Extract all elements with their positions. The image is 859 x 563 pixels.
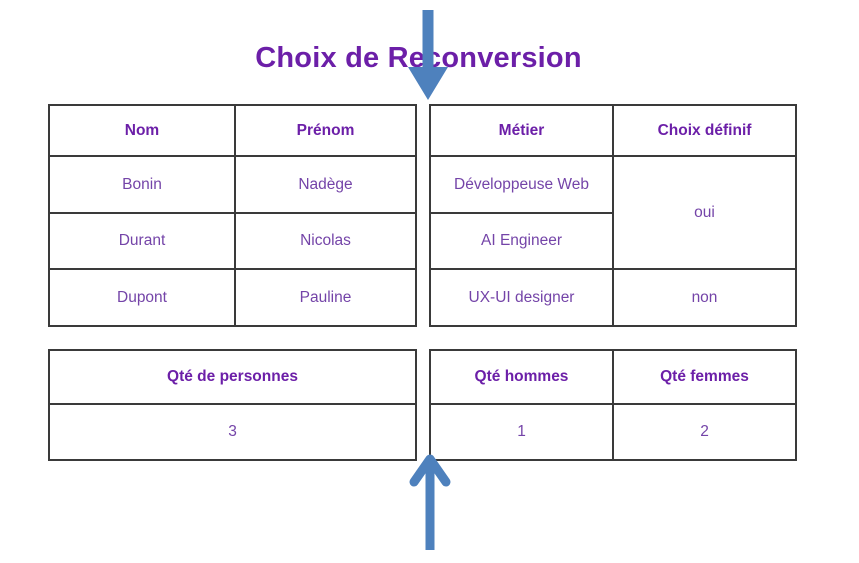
cell-prenom: Pauline xyxy=(234,268,417,327)
cell-nom: Bonin xyxy=(48,155,236,214)
column-header-prenom: Prénom xyxy=(234,104,417,157)
table-header-row: Nom Prénom xyxy=(48,104,417,157)
table-row: Développeuse Web oui xyxy=(429,155,797,270)
column-header-qte-personnes: Qté de personnes xyxy=(48,349,417,405)
cell-metier: AI Engineer xyxy=(429,212,614,270)
table-row: 1 2 xyxy=(429,403,797,461)
cell-qte-personnes: 3 xyxy=(48,403,417,461)
table-row: Dupont Pauline xyxy=(48,268,417,327)
table-gender-counts: Qté hommes Qté femmes 1 2 xyxy=(429,349,797,461)
table-header-row: Métier Choix définif xyxy=(429,104,797,157)
cell-nom: Durant xyxy=(48,212,236,270)
cell-prenom: Nadège xyxy=(234,155,417,214)
cell-choix: non xyxy=(612,268,797,327)
cell-nom: Dupont xyxy=(48,268,236,327)
column-header-qte-hommes: Qté hommes xyxy=(429,349,614,405)
column-header-metier: Métier xyxy=(429,104,614,157)
cell-qte-hommes: 1 xyxy=(429,403,614,461)
table-header-row: Qté hommes Qté femmes xyxy=(429,349,797,405)
column-header-choix-definif: Choix définif xyxy=(612,104,797,157)
column-header-nom: Nom xyxy=(48,104,236,157)
table-total-people: Qté de personnes 3 xyxy=(48,349,417,461)
arrow-down-icon xyxy=(408,10,448,100)
table-row: AI Engineer xyxy=(429,212,796,270)
table-row: UX-UI designer non xyxy=(429,268,797,327)
table-row: Bonin Nadège xyxy=(48,155,417,214)
table-row: 3 xyxy=(48,403,417,461)
arrow-up-icon xyxy=(409,454,451,550)
cell-qte-femmes: 2 xyxy=(612,403,797,461)
cell-prenom: Nicolas xyxy=(234,212,417,270)
cell-choix-merged: oui xyxy=(612,155,797,270)
table-row: Durant Nicolas xyxy=(48,212,417,270)
table-people: Nom Prénom Bonin Nadège Durant Nicolas D… xyxy=(48,104,417,327)
table-jobs: Métier Choix définif Développeuse Web ou… xyxy=(429,104,797,327)
cell-metier: Développeuse Web xyxy=(429,155,614,214)
cell-metier: UX-UI designer xyxy=(429,268,614,327)
table-header-row: Qté de personnes xyxy=(48,349,417,405)
column-header-qte-femmes: Qté femmes xyxy=(612,349,797,405)
